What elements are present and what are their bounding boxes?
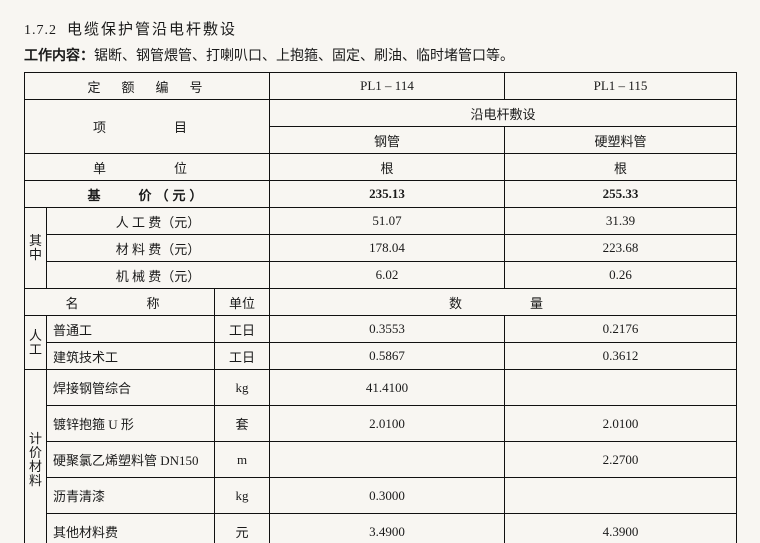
labor-v2: 0.2176 (505, 316, 737, 343)
mat-name: 其他材料费 (47, 514, 215, 543)
quota-code-2: PL1 – 115 (505, 73, 737, 100)
vlabel-rengong: 人工 (25, 316, 47, 370)
mat-v1 (270, 442, 505, 478)
mat-unit: kg (215, 370, 270, 406)
labor-v1: 0.3553 (270, 316, 505, 343)
labor-v1: 0.5867 (270, 343, 505, 370)
base-price-1: 235.13 (270, 181, 505, 208)
base-price-2: 255.33 (505, 181, 737, 208)
mat-name: 硬聚氯乙烯塑料管 DN150 (47, 442, 215, 478)
quota-code-1: PL1 – 114 (270, 73, 505, 100)
material-cost-2: 223.68 (505, 235, 737, 262)
table-row: 人工 普通工 工日 0.3553 0.2176 (25, 316, 737, 343)
col-1-name: 钢管 (270, 127, 505, 154)
quota-table: 定 额 编 号 PL1 – 114 PL1 – 115 项 目 沿电杆敷设 钢管… (24, 72, 737, 543)
mat-v2: 4.3900 (505, 514, 737, 543)
mat-name: 沥青清漆 (47, 478, 215, 514)
mat-v2: 2.0100 (505, 406, 737, 442)
labor-v2: 0.3612 (505, 343, 737, 370)
table-row: 定 额 编 号 PL1 – 114 PL1 – 115 (25, 73, 737, 100)
labor-unit: 工日 (215, 316, 270, 343)
base-price-label: 基 价（元） (25, 181, 270, 208)
table-row: 其中 人 工 费（元） 51.07 31.39 (25, 208, 737, 235)
vlabel-qizhong: 其中 (25, 208, 47, 289)
heading-number: 1.7.2 (24, 23, 57, 39)
table-row: 机 械 费（元） 6.02 0.26 (25, 262, 737, 289)
name-col-label: 名 称 (25, 289, 215, 316)
table-row: 建筑技术工 工日 0.5867 0.3612 (25, 343, 737, 370)
mat-v2: 2.2700 (505, 442, 737, 478)
table-row: 材 料 费（元） 178.04 223.68 (25, 235, 737, 262)
table-row: 名 称 单位 数 量 (25, 289, 737, 316)
mat-v2 (505, 478, 737, 514)
mat-v1: 2.0100 (270, 406, 505, 442)
vlabel-jjcl: 计价材料 (25, 370, 47, 543)
col-2-name: 硬塑料管 (505, 127, 737, 154)
item-label: 项 目 (25, 100, 270, 154)
mat-v2 (505, 370, 737, 406)
unit-label: 单 位 (25, 154, 270, 181)
quota-no-label: 定 额 编 号 (25, 73, 270, 100)
mat-v1: 41.4100 (270, 370, 505, 406)
mat-name: 焊接钢管综合 (47, 370, 215, 406)
table-row: 计价材料 焊接钢管综合 kg 41.4100 (25, 370, 737, 406)
mat-name: 镀锌抱箍 U 形 (47, 406, 215, 442)
labor-cost-1: 51.07 (270, 208, 505, 235)
table-row: 硬聚氯乙烯塑料管 DN150 m 2.2700 (25, 442, 737, 478)
unit-2: 根 (505, 154, 737, 181)
labor-name: 建筑技术工 (47, 343, 215, 370)
mat-unit: 套 (215, 406, 270, 442)
labor-cost-label: 人 工 费（元） (47, 208, 270, 235)
work-text: 锯断、钢管煨管、打喇叭口、上抱箍、固定、刷油、临时堵管口等。 (94, 49, 514, 64)
table-row: 沥青清漆 kg 0.3000 (25, 478, 737, 514)
table-row: 基 价（元） 235.13 255.33 (25, 181, 737, 208)
table-row: 单 位 根 根 (25, 154, 737, 181)
table-row: 镀锌抱箍 U 形 套 2.0100 2.0100 (25, 406, 737, 442)
labor-cost-2: 31.39 (505, 208, 737, 235)
labor-name: 普通工 (47, 316, 215, 343)
material-cost-label: 材 料 费（元） (47, 235, 270, 262)
machine-cost-2: 0.26 (505, 262, 737, 289)
unit-col-label: 单位 (215, 289, 270, 316)
method-label: 沿电杆敷设 (270, 100, 737, 127)
machine-cost-1: 6.02 (270, 262, 505, 289)
mat-v1: 0.3000 (270, 478, 505, 514)
unit-1: 根 (270, 154, 505, 181)
machine-cost-label: 机 械 费（元） (47, 262, 270, 289)
qty-col-label: 数 量 (270, 289, 737, 316)
section-heading: 1.7.2 电缆保护管沿电杆敷设 (24, 18, 736, 39)
heading-title: 电缆保护管沿电杆敷设 (67, 18, 237, 39)
mat-unit: 元 (215, 514, 270, 543)
work-label: 工作内容： (24, 49, 94, 64)
material-cost-1: 178.04 (270, 235, 505, 262)
mat-v1: 3.4900 (270, 514, 505, 543)
mat-unit: kg (215, 478, 270, 514)
work-content: 工作内容：锯断、钢管煨管、打喇叭口、上抱箍、固定、刷油、临时堵管口等。 (24, 45, 736, 65)
table-row: 其他材料费 元 3.4900 4.3900 (25, 514, 737, 543)
labor-unit: 工日 (215, 343, 270, 370)
table-row: 项 目 沿电杆敷设 (25, 100, 737, 127)
mat-unit: m (215, 442, 270, 478)
